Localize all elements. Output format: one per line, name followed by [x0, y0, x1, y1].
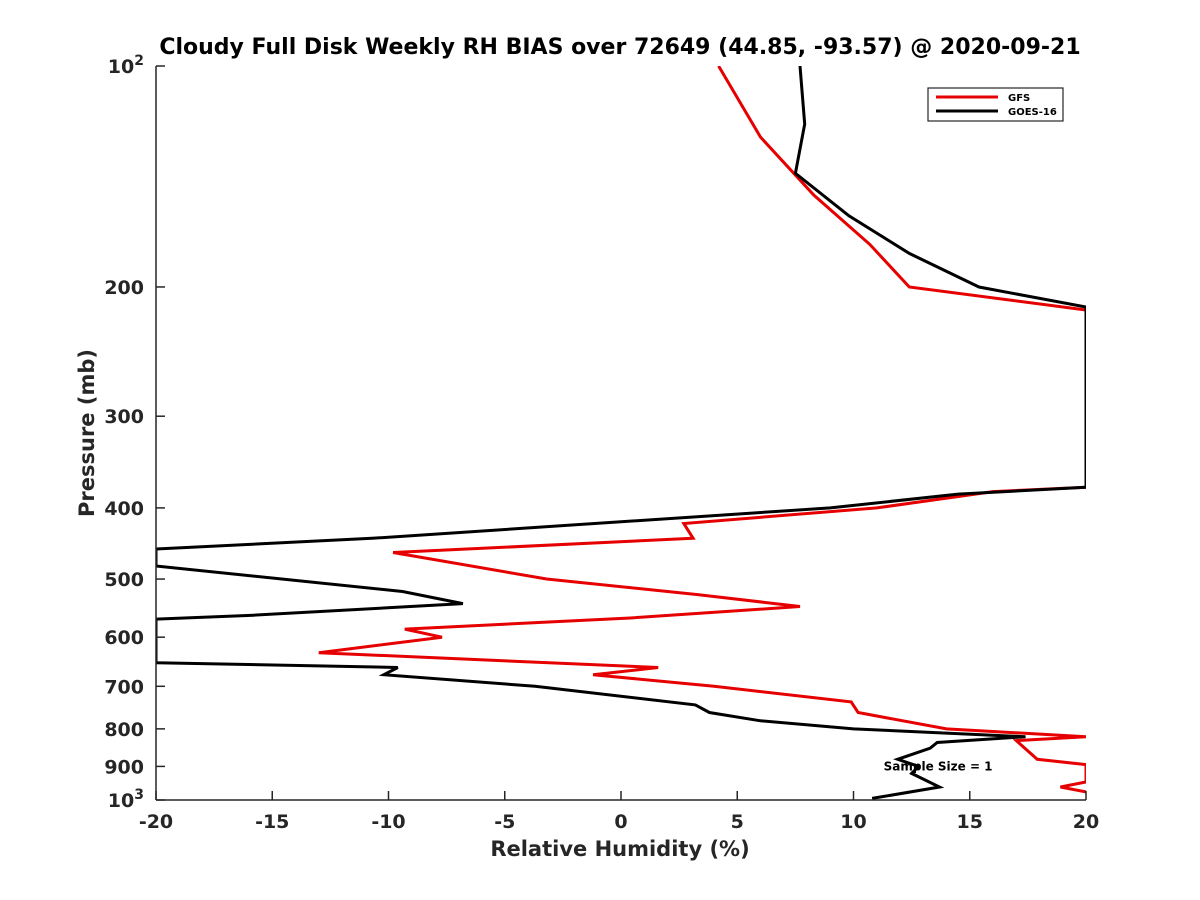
- y-tick-label: 102: [108, 53, 144, 78]
- y-tick-label: 900: [104, 756, 144, 778]
- x-tick-label: 5: [731, 811, 744, 833]
- y-tick-label: 700: [104, 676, 144, 698]
- series-line-goes-16: [156, 66, 1086, 800]
- x-tick-label: -15: [255, 811, 289, 833]
- x-tick-label: -10: [371, 811, 405, 833]
- legend-box: [927, 87, 1064, 122]
- y-tick-label: 400: [104, 498, 144, 520]
- y-axis-label: Pressure (mb): [75, 349, 99, 517]
- legend-entry-label: GOES-16: [1008, 107, 1057, 118]
- series-line-gfs: [318, 66, 1086, 794]
- legend-entry-label: GFS: [1008, 93, 1030, 104]
- legend: GFS GOES-16: [927, 87, 1064, 122]
- chart-title: Cloudy Full Disk Weekly RH BIAS over 726…: [159, 35, 1080, 60]
- x-tick-label: 10: [840, 811, 866, 833]
- x-tick-label: 15: [957, 811, 983, 833]
- y-tick-label: 103: [108, 787, 144, 812]
- x-axis-label: Relative Humidity (%): [490, 837, 749, 861]
- x-tick-label: -5: [494, 811, 515, 833]
- y-tick-label: 800: [104, 719, 144, 741]
- y-tick-label: 200: [104, 277, 144, 299]
- y-tick-label: 300: [104, 406, 144, 428]
- x-tick-label: 0: [614, 811, 627, 833]
- x-tick-label: 20: [1073, 811, 1099, 833]
- x-tick-label: -20: [139, 811, 173, 833]
- y-tick-label: 500: [104, 569, 144, 591]
- y-tick-label: 600: [104, 627, 144, 649]
- sample-size-annotation: Sample Size = 1: [884, 759, 993, 773]
